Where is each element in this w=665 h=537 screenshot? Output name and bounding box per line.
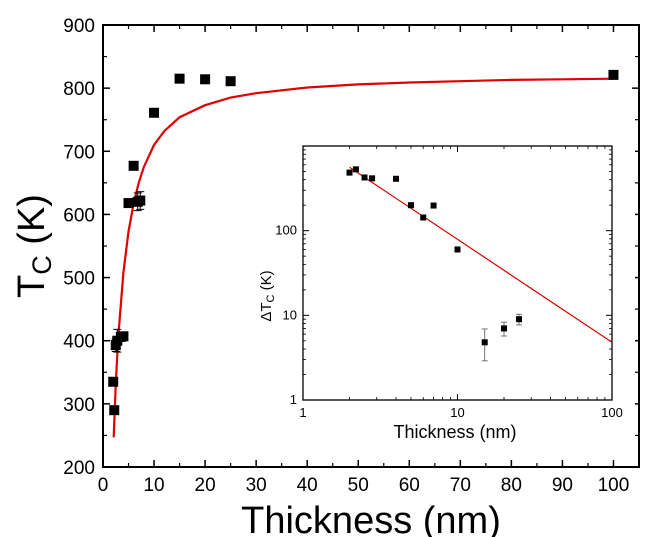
inset-data-point [369, 175, 376, 182]
main-x-tick-label: 80 [501, 475, 522, 496]
main-y-tick-label: 500 [63, 269, 95, 290]
inset-x-tick-label: 10 [450, 405, 464, 420]
main-x-tick-label: 90 [552, 475, 573, 496]
inset-data-point [346, 169, 353, 176]
main-y-axis-title-sub: C [27, 255, 57, 275]
inset-y-axis-title-unit: (K) [258, 270, 275, 294]
inset-data-point [454, 246, 461, 253]
inset-fit-layer [349, 166, 613, 343]
main-data-point [108, 376, 119, 387]
inset-y-ticks: 1 10 100 [275, 149, 612, 407]
main-y-tick-label: 800 [63, 79, 95, 100]
main-y-tick-label: 600 [63, 205, 95, 226]
main-points-layer [108, 69, 619, 416]
main-data-point [200, 74, 211, 85]
inset-data-point [361, 174, 368, 181]
main-fit-curve [112, 77, 614, 438]
main-y-axis-title: TC (K) [11, 194, 57, 298]
inset-y-axis-title-main: ΔT [258, 302, 275, 321]
inset-data-point [393, 175, 400, 182]
inset-data-point [407, 202, 414, 209]
main-x-tick-label: 10 [143, 475, 164, 496]
main-y-tick-label: 700 [63, 142, 95, 163]
main-chart: 0 10 20 30 40 50 60 70 80 90 100 200 300 400 500 600 70… [11, 16, 640, 537]
main-data-point [149, 107, 160, 118]
inset-y-axis-title: ΔTC (K) [258, 270, 277, 321]
inset-data-point [352, 166, 359, 173]
main-y-tick-label: 200 [63, 458, 95, 479]
main-x-tick-label: 100 [598, 475, 630, 496]
main-x-tick-label: 60 [399, 475, 420, 496]
main-x-tick-label: 70 [450, 475, 471, 496]
main-x-ticks: 0 10 20 30 40 50 60 70 80 90 100 [98, 25, 630, 496]
main-x-tick-label: 30 [246, 475, 267, 496]
main-y-ticks: 200 300 400 500 600 700 800 900 [63, 16, 639, 479]
main-y-axis-title-main: T [11, 275, 53, 298]
inset-x-ticks: 1 10 100 [299, 146, 623, 420]
main-data-point [128, 160, 139, 171]
inset-data-point [515, 316, 522, 323]
inset-chart: 1 10 100 1 10 100 Thickness (nm) ΔTC (K) [254, 116, 635, 447]
main-x-tick-label: 0 [98, 475, 109, 496]
inset-x-tick-label: 1 [299, 405, 306, 420]
inset-y-tick-label: 10 [283, 307, 297, 322]
main-data-point [123, 198, 134, 209]
inset-data-point [481, 339, 488, 346]
main-x-tick-label: 20 [195, 475, 216, 496]
main-data-point [225, 76, 236, 87]
inset-fit-line [349, 166, 613, 343]
main-x-tick-label: 50 [348, 475, 369, 496]
inset-data-point [430, 202, 437, 209]
inset-background [254, 116, 635, 447]
main-data-point [608, 69, 619, 80]
main-x-tick-label: 40 [297, 475, 318, 496]
main-x-axis-title: Thickness (nm) [241, 500, 501, 537]
inset-points-layer [346, 166, 522, 362]
inset-y-axis-title-sub: C [265, 294, 277, 302]
main-data-point [135, 195, 146, 206]
inset-x-axis-title: Thickness (nm) [393, 422, 516, 442]
main-y-axis-title-unit: (K) [11, 194, 53, 255]
main-y-tick-label: 300 [63, 395, 95, 416]
inset-y-tick-label: 100 [275, 223, 297, 238]
main-data-point [118, 331, 129, 342]
main-data-point [109, 405, 120, 416]
main-data-point [174, 73, 185, 84]
inset-x-tick-label: 100 [601, 405, 623, 420]
inset-data-point [420, 214, 427, 221]
inset-data-point [501, 325, 508, 332]
inset-y-tick-label: 1 [290, 392, 297, 407]
main-y-tick-label: 900 [63, 16, 95, 37]
main-y-tick-label: 400 [63, 332, 95, 353]
main-fit-layer [112, 77, 614, 438]
